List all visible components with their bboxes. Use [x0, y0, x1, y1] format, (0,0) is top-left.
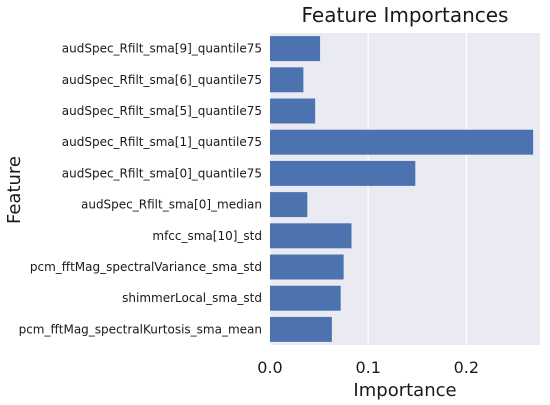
category-label: audSpec_Rfilt_sma[6]_quantile75 — [62, 73, 262, 87]
category-labels: audSpec_Rfilt_sma[9]_quantile75 audSpec_R… — [19, 42, 262, 337]
category-label: shimmerLocal_sma_std — [122, 291, 262, 305]
category-label: pcm_fftMag_spectralKurtosis_sma_mean — [19, 322, 262, 336]
x-tick-labels: 0.0 0.1 0.2 — [257, 358, 479, 377]
bar — [270, 223, 352, 249]
category-label: mfcc_sma[10]_std — [152, 229, 262, 243]
category-label: audSpec_Rfilt_sma[9]_quantile75 — [62, 42, 262, 56]
bar — [270, 67, 304, 93]
x-tick-label: 0.1 — [355, 358, 380, 377]
bar — [270, 285, 341, 311]
bar — [270, 192, 308, 218]
bar — [270, 98, 316, 124]
bar — [270, 254, 344, 280]
category-label: audSpec_Rfilt_sma[0]_quantile75 — [62, 166, 262, 180]
x-tick-label: 0.2 — [454, 358, 479, 377]
category-label: audSpec_Rfilt_sma[5]_quantile75 — [62, 104, 262, 118]
chart-title: Feature Importances — [302, 3, 509, 27]
bar — [270, 160, 416, 186]
bars — [270, 36, 534, 342]
y-axis-label: Feature — [4, 156, 25, 224]
bar — [270, 36, 321, 62]
bar — [270, 316, 332, 342]
category-label: audSpec_Rfilt_sma[0]_median — [81, 198, 262, 212]
category-label: audSpec_Rfilt_sma[1]_quantile75 — [62, 135, 262, 149]
x-axis-label: Importance — [353, 380, 456, 401]
bar — [270, 129, 534, 155]
category-label: pcm_fftMag_spectralVariance_sma_std — [30, 260, 262, 274]
x-tick-label: 0.0 — [257, 358, 282, 377]
